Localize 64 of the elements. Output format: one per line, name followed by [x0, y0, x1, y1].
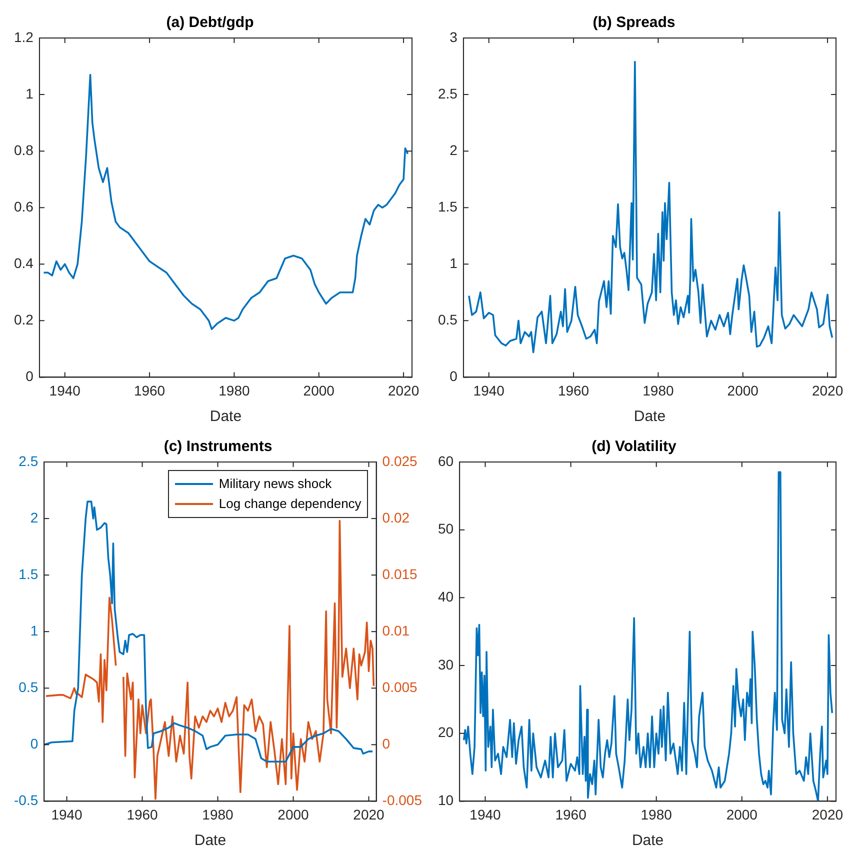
x-tick-label: 2020	[812, 382, 844, 398]
chart-title: (d) Volatility	[592, 438, 678, 456]
y2-tick-label: 0.005	[382, 678, 418, 695]
y-tick-label: 1.5	[18, 566, 38, 582]
y-tick-label: 2	[450, 142, 458, 158]
y-tick-label: 30	[438, 656, 454, 672]
y-tick-label: 0	[30, 736, 38, 752]
x-tick-label: 1960	[126, 806, 158, 822]
y2-tick-label: 0.015	[382, 566, 418, 582]
y2-tick-label: -0.005	[382, 792, 422, 808]
y-tick-label: 0.5	[438, 312, 458, 328]
y-tick-label: 60	[438, 452, 454, 469]
x-tick-label: 1940	[51, 806, 83, 822]
legend-label: Military news shock	[218, 475, 332, 493]
x-axis-title: Date	[632, 832, 664, 850]
x-tick-label: 2000	[727, 382, 759, 398]
x-tick-label: 1980	[218, 382, 250, 398]
x-axis-title: Date	[194, 832, 226, 850]
y-tick-label: 0.2	[14, 312, 34, 328]
x-tick-label: 1960	[558, 382, 590, 398]
x-tick-label: 1980	[642, 382, 674, 398]
y-tick-label: 50	[438, 520, 454, 537]
x-tick-label: 1960	[134, 382, 166, 398]
x-tick-label: 2000	[278, 806, 310, 822]
y-tick-label: 1	[450, 254, 458, 271]
y-tick-label: 0	[450, 368, 458, 384]
y-tick-label: 0.4	[14, 254, 34, 271]
x-tick-label: 1940	[470, 806, 502, 822]
y-tick-label: 2.5	[438, 85, 458, 102]
x-tick-label: 2020	[388, 382, 420, 398]
chart-title: (c) Instruments	[164, 438, 272, 456]
x-tick-label: 2000	[726, 806, 758, 822]
y2-tick-label: 0.01	[382, 622, 410, 638]
x-tick-label: 1940	[473, 382, 505, 398]
x-tick-label: 2000	[303, 382, 335, 398]
y-tick-label: 1.5	[438, 198, 458, 214]
y-tick-label: 1	[26, 85, 34, 102]
y-tick-label: 0	[26, 368, 34, 384]
y-tick-label: 2.5	[18, 452, 38, 469]
x-axis-title: Date	[210, 408, 242, 426]
chart-title: (b) Spreads	[592, 14, 676, 32]
x-tick-label: 1940	[49, 382, 81, 398]
y-tick-label: 1.2	[14, 28, 34, 45]
y-tick-label: 1	[30, 622, 38, 638]
y-tick-label: 0.6	[14, 198, 34, 214]
x-axis-title: Date	[634, 408, 666, 426]
x-tick-label: 1960	[555, 806, 587, 822]
y-tick-label: 40	[438, 588, 454, 605]
y-tick-label: 0.5	[18, 678, 38, 695]
x-tick-label: 1980	[202, 806, 234, 822]
legend-label: Log change dependency	[218, 495, 362, 513]
x-tick-label: 2020	[353, 806, 385, 822]
x-tick-label: 1980	[640, 806, 672, 822]
chart-title: (a) Debt/gdp	[166, 14, 254, 32]
y2-tick-label: 0.02	[382, 509, 410, 526]
y2-tick-label: 0	[382, 736, 390, 752]
x-tick-label: 2020	[812, 806, 844, 822]
y2-tick-label: 0.025	[382, 452, 418, 469]
y-tick-label: 20	[438, 724, 454, 740]
y-tick-label: 0.8	[14, 142, 34, 158]
y-tick-label: -0.5	[14, 792, 38, 808]
y-tick-label: 3	[450, 28, 458, 45]
y-tick-label: 2	[30, 509, 38, 526]
y-tick-label: 10	[438, 792, 454, 808]
